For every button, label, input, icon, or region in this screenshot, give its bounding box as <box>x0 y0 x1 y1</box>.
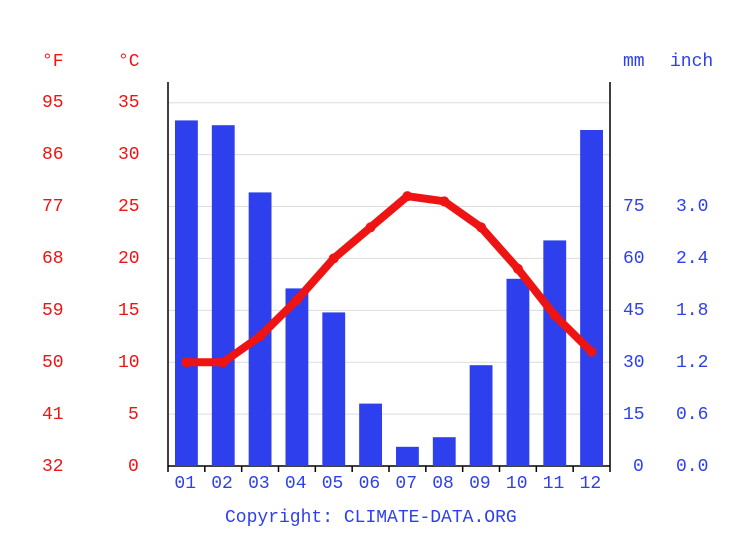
x-tick-label: 05 <box>322 474 344 494</box>
x-tick-label: 10 <box>506 474 528 494</box>
plot-area <box>0 0 730 546</box>
x-tick-label: 04 <box>285 474 307 494</box>
copyright-text: Copyright: CLIMATE-DATA.ORG <box>225 508 517 528</box>
x-tick-label: 09 <box>469 474 491 494</box>
x-tick-label: 07 <box>395 474 417 494</box>
copyright-value: CLIMATE-DATA.ORG <box>344 508 517 528</box>
x-tick-label: 03 <box>248 474 270 494</box>
x-tick-label: 01 <box>174 474 196 494</box>
x-tick-label: 02 <box>211 474 233 494</box>
x-tick-label: 12 <box>580 474 602 494</box>
x-tick-label: 11 <box>543 474 565 494</box>
x-tick-label: 06 <box>359 474 381 494</box>
copyright-label: Copyright: <box>225 508 333 528</box>
climate-chart: °F °C mm inch 95 86 77 68 59 50 41 32 35… <box>0 0 730 546</box>
x-tick-label: 08 <box>432 474 454 494</box>
